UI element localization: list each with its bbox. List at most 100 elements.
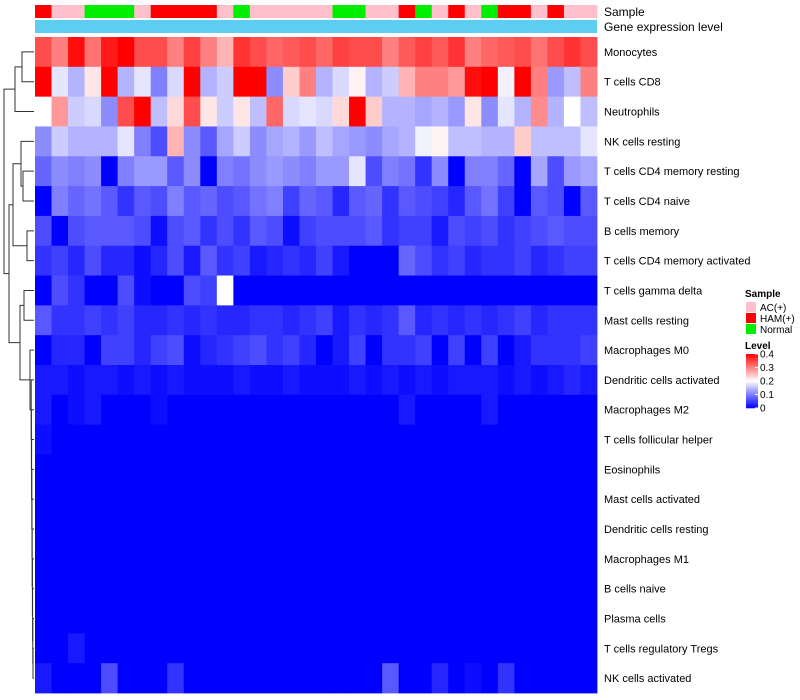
heatmap-cell	[332, 394, 350, 426]
heatmap-cell	[497, 245, 515, 276]
colorbar-segment	[746, 395, 758, 398]
heatmap-cell	[68, 66, 85, 98]
row-label: Plasma cells	[604, 613, 666, 625]
heatmap-cell	[150, 66, 168, 98]
heatmap-cell	[365, 663, 383, 694]
heatmap-cell	[448, 365, 466, 396]
heatmap-cell	[448, 335, 466, 366]
heatmap-cell	[448, 514, 466, 545]
heatmap-cell	[117, 186, 135, 217]
heatmap-cell	[580, 514, 598, 545]
heatmap-cell	[448, 454, 466, 485]
heatmap-cell	[563, 424, 581, 455]
heatmap-cell	[431, 335, 449, 366]
heatmap-cell	[134, 156, 152, 187]
heatmap-cell	[150, 424, 168, 455]
heatmap-cell	[563, 186, 581, 217]
heatmap-cell	[481, 365, 499, 396]
heatmap-cell	[200, 454, 218, 485]
heatmap-cell	[530, 365, 548, 396]
heatmap-cell	[299, 454, 317, 485]
heatmap-cell	[117, 514, 135, 545]
colorbar-segment	[746, 366, 758, 368]
heatmap-cell	[200, 663, 218, 694]
heatmap-cell	[415, 305, 433, 336]
heatmap-cell	[134, 186, 152, 217]
heatmap-cell	[117, 275, 135, 306]
heatmap-cell	[464, 424, 482, 455]
dendrogram-branch	[22, 170, 34, 202]
heatmap-cell	[68, 186, 85, 217]
heatmap-cell	[299, 603, 317, 634]
heatmap-cell	[349, 484, 366, 515]
heatmap-cell	[266, 245, 284, 276]
heatmap-cell	[183, 663, 201, 694]
heatmap-cell	[365, 424, 383, 455]
sample-anno-cell	[134, 5, 152, 18]
heatmap-cell	[547, 305, 565, 336]
heatmap-cell	[150, 156, 168, 187]
heatmap-cell	[51, 275, 69, 306]
heatmap-cell	[68, 365, 85, 396]
heatmap-cell	[84, 633, 102, 664]
heatmap-cell	[299, 245, 317, 276]
heatmap-cell	[200, 126, 218, 157]
heatmap-cell	[382, 96, 400, 127]
gene-expression-annotation-label: Gene expression level	[604, 20, 723, 34]
heatmap-cell	[514, 484, 532, 515]
row-label: B cells memory	[604, 226, 680, 238]
colorbar-segment	[746, 390, 758, 393]
heatmap-cell	[249, 126, 267, 157]
heatmap-cell	[497, 335, 515, 366]
heatmap-cell	[117, 96, 135, 127]
heatmap-cell	[464, 37, 482, 68]
heatmap-cell	[547, 156, 565, 187]
heatmap-cell	[580, 484, 598, 515]
heatmap-cell	[316, 603, 333, 634]
heatmap-cell	[68, 484, 85, 515]
heatmap-cell	[299, 37, 317, 68]
heatmap-cell	[448, 305, 466, 336]
heatmap-cell	[497, 514, 515, 545]
heatmap-cell	[382, 335, 400, 366]
heatmap-cell	[547, 126, 565, 157]
heatmap-cell	[216, 305, 234, 336]
heatmap-cell	[299, 186, 317, 217]
heatmap-cell	[431, 633, 449, 664]
heatmap-cell	[266, 126, 284, 157]
heatmap-cell	[415, 663, 433, 694]
heatmap-cell	[332, 454, 350, 485]
heatmap-cell	[497, 156, 515, 187]
heatmap-cell	[216, 514, 234, 545]
heatmap-cell	[249, 603, 267, 634]
heatmap-cell	[299, 215, 317, 247]
sample-anno-cell	[316, 5, 333, 18]
heatmap-cell	[497, 663, 515, 694]
heatmap-cell	[580, 543, 598, 575]
heatmap-cell	[216, 394, 234, 426]
heatmap-cell	[431, 156, 449, 187]
heatmap-cell	[84, 454, 102, 485]
heatmap-cell	[101, 335, 119, 366]
heatmap-cell	[497, 275, 515, 306]
heatmap-cell	[117, 454, 135, 485]
colorbar-segment	[746, 387, 758, 390]
heatmap-cell	[249, 275, 267, 306]
heatmap-cell	[134, 215, 152, 247]
heatmap-cell	[514, 305, 532, 336]
heatmap-cell	[117, 156, 135, 187]
heatmap-cell	[448, 96, 466, 127]
heatmap-cell	[382, 394, 400, 426]
heatmap-cell	[481, 514, 499, 545]
heatmap-cell	[167, 424, 185, 455]
heatmap-cell	[332, 573, 350, 604]
heatmap-cell	[183, 454, 201, 485]
heatmap-cell	[183, 394, 201, 426]
sample-anno-cell	[233, 5, 251, 18]
legend-sample-title: Sample	[745, 289, 781, 300]
heatmap-cell	[448, 394, 466, 426]
sample-anno-cell	[398, 5, 416, 18]
legend-swatch	[746, 302, 756, 312]
heatmap-cell	[183, 215, 201, 247]
